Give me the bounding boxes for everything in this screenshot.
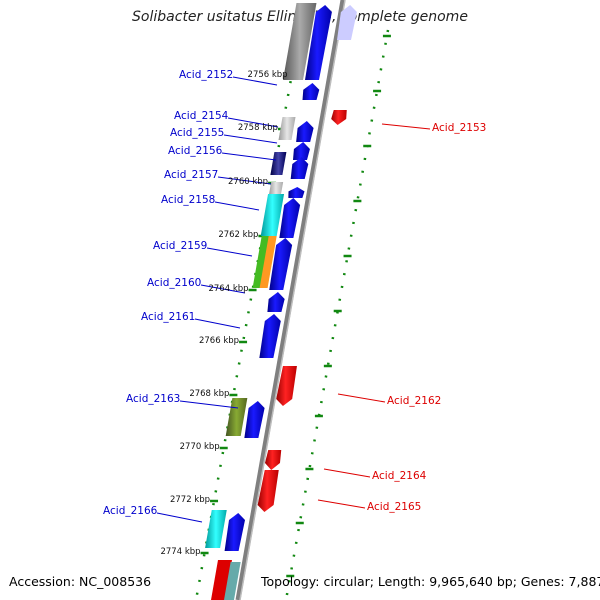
gene-label-forward[interactable]: Acid_2160 (147, 277, 202, 289)
gene-label-forward[interactable]: Acid_2154 (174, 110, 229, 122)
forward-gene-block (293, 142, 310, 160)
forward-gene-block (279, 198, 301, 238)
leader-line (156, 512, 203, 523)
reverse-gene-block (331, 110, 347, 125)
gene-label-forward[interactable]: Acid_2152 (179, 69, 234, 81)
gene-label-forward[interactable]: Acid_2163 (126, 393, 181, 405)
leader-line (214, 201, 260, 211)
genome-backbone (235, 0, 346, 600)
forward-gene-block (269, 238, 293, 290)
annotation-block (259, 236, 277, 288)
leader-line (381, 123, 431, 130)
gene-label-reverse[interactable]: Acid_2164 (372, 470, 427, 482)
leader-line (194, 318, 241, 329)
reverse-gene-block (276, 366, 297, 406)
gene-label-forward[interactable]: Acid_2157 (164, 169, 219, 181)
annotation-block (225, 398, 248, 436)
leader-line (223, 134, 278, 144)
forward-gene-block (267, 292, 285, 312)
reverse-gene-block (264, 450, 282, 470)
forward-gene-block (302, 83, 320, 100)
gene-label-forward[interactable]: Acid_2159 (153, 240, 208, 252)
forward-gene-block (259, 314, 281, 358)
gene-label-forward[interactable]: Acid_2161 (141, 311, 196, 323)
annotation-block (278, 117, 296, 140)
gene-label-forward[interactable]: Acid_2156 (168, 145, 223, 157)
forward-gene-block (305, 5, 332, 80)
accession-text: Accession: NC_008536 (9, 574, 152, 589)
gene-label-reverse[interactable]: Acid_2162 (387, 395, 442, 407)
reverse-gene-block (337, 5, 357, 40)
gene-label-forward[interactable]: Acid_2155 (170, 127, 225, 139)
leader-line (317, 499, 366, 509)
leader-line (200, 284, 246, 294)
forward-gene-block (288, 187, 305, 198)
forward-gene-block (224, 513, 245, 551)
scale-tick-label: 2764 kbp (208, 284, 249, 294)
scale-tick-label: 2772 kbp (169, 495, 211, 505)
leader-line (323, 468, 371, 478)
annotation-block (270, 152, 287, 175)
leader-line (232, 76, 278, 86)
annotation-block (224, 562, 241, 600)
annotation-block (283, 3, 317, 80)
leader-line (206, 247, 253, 257)
gene-label-forward[interactable]: Acid_2158 (161, 194, 216, 206)
forward-gene-block (244, 401, 265, 438)
scale-tick-label: 2774 kbp (160, 547, 201, 557)
leader-line (221, 152, 277, 161)
scale-tick-label: 2760 kbp (228, 177, 269, 187)
scale-tick-label: 2766 kbp (198, 336, 240, 346)
annotation-block (205, 510, 227, 548)
scale-tick-label: 2758 kbp (237, 123, 278, 133)
scale-line-right (284, 29, 390, 600)
scale-tick-label: 2768 kbp (189, 389, 230, 399)
gene-label-reverse[interactable]: Acid_2165 (367, 501, 422, 513)
leader-line (217, 176, 272, 185)
forward-gene-block (290, 157, 309, 179)
annotation-block (268, 182, 284, 196)
annotation-block (252, 236, 270, 288)
scale-tick-label: 2770 kbp (179, 442, 220, 452)
leader-line (227, 117, 279, 128)
annotation-block (260, 194, 285, 236)
leader-line (337, 393, 386, 403)
gene-label-forward[interactable]: Acid_2166 (103, 505, 158, 517)
scale-line-left (194, 29, 302, 600)
scale-tick-label: 2762 kbp (218, 230, 259, 240)
leader-line (179, 400, 239, 409)
forward-gene-block (296, 121, 314, 142)
summary-text: Topology: circular; Length: 9,965,640 bp… (261, 574, 600, 589)
reverse-gene-block (257, 470, 279, 512)
gene-label-reverse[interactable]: Acid_2153 (432, 122, 487, 134)
scale-tick-label: 2756 kbp (247, 70, 288, 80)
